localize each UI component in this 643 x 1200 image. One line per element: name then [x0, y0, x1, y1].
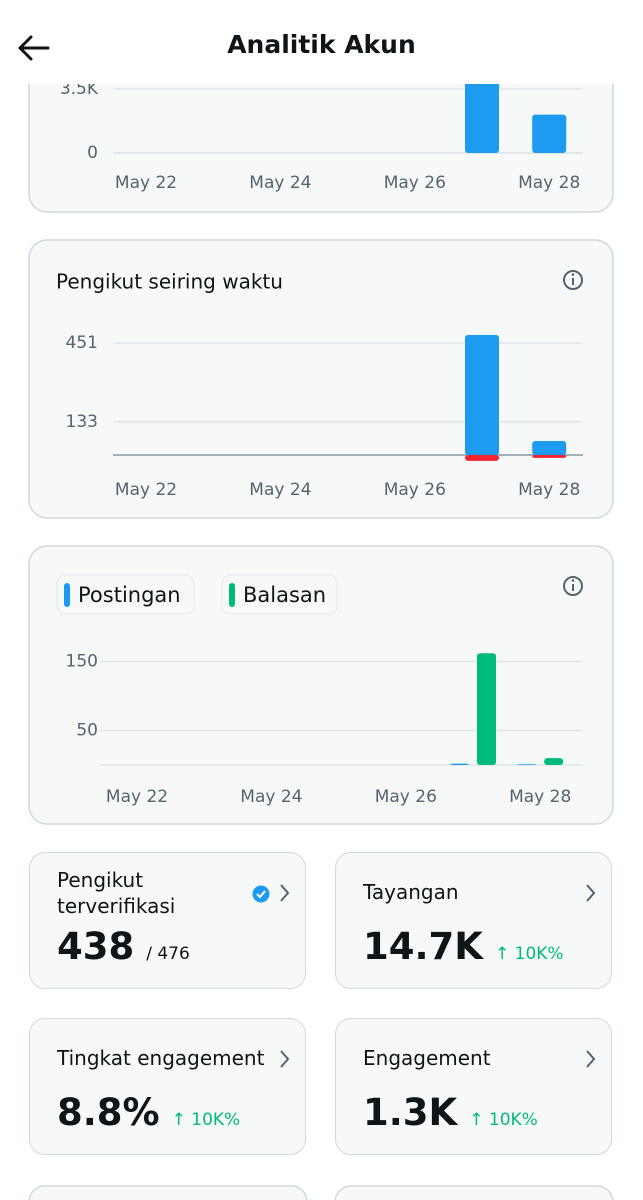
- x-tick-label: May 26: [384, 480, 446, 500]
- bar: [517, 764, 537, 765]
- chart-title: Pengikut seiring waktu: [56, 270, 283, 294]
- bar: [532, 454, 567, 458]
- chevron: [280, 884, 290, 902]
- card-label: Engagement: [363, 1046, 491, 1070]
- card-value-row: 1.3K ↑ 10K%: [363, 1091, 538, 1142]
- bar: [450, 763, 469, 765]
- bar: [465, 454, 499, 461]
- card-value-row: 8.8% ↑ 10K%: [57, 1091, 240, 1142]
- card-label: Tayangan: [363, 880, 459, 904]
- header: Analitik Akun: [0, 0, 643, 84]
- legend-pill[interactable]: [56, 574, 195, 615]
- stat-card[interactable]: Tayangan 14.7K ↑ 10K%: [335, 852, 612, 989]
- y-tick-label: 3.5K: [60, 79, 99, 99]
- card-change: ↑ 10K%: [469, 1110, 538, 1130]
- card-total: / 476: [146, 944, 190, 964]
- card-change: ↑ 10K%: [494, 944, 564, 964]
- card-label: Tingkat engagement: [57, 1046, 265, 1070]
- bar: [532, 441, 567, 455]
- stat-card[interactable]: Tingkat engagement 8.8% ↑ 10K%: [29, 1018, 306, 1155]
- bar: [465, 70, 499, 153]
- card-value-row: 438 / 476: [57, 925, 190, 976]
- bar: [544, 758, 564, 765]
- legend-pill[interactable]: [221, 574, 338, 615]
- card-change-value: 10K%: [191, 1110, 241, 1130]
- x-tick-label: May 24: [240, 787, 302, 807]
- y-tick-label: 150: [66, 652, 98, 672]
- legend-swatch: [229, 583, 235, 607]
- back-button[interactable]: [14, 28, 54, 68]
- x-tick-label: May 22: [115, 480, 177, 500]
- y-tick-label: 0: [87, 143, 98, 163]
- card: [28, 1185, 308, 1200]
- x-tick-label: May 28: [509, 787, 571, 807]
- card-value: 438: [57, 925, 135, 968]
- chevron: [280, 1050, 290, 1068]
- card: [334, 1185, 614, 1200]
- chart-card: [28, 545, 614, 825]
- x-tick-label: May 22: [106, 787, 168, 807]
- y-tick-label: 451: [66, 333, 98, 353]
- chevron: [586, 1050, 596, 1068]
- x-tick-label: May 24: [249, 173, 311, 193]
- legend-swatch: [64, 583, 70, 607]
- stat-card[interactable]: Pengikut terverifikasi 438 / 476: [29, 852, 306, 989]
- header-title: Analitik Akun: [227, 30, 416, 59]
- bar: [477, 653, 496, 765]
- verified-badge: [252, 885, 270, 903]
- legend-label: Balasan: [243, 583, 326, 607]
- card-value-row: 14.7K ↑ 10K%: [363, 925, 564, 976]
- card-change-value: 10K%: [514, 944, 564, 964]
- x-tick-label: May 26: [384, 173, 446, 193]
- card-change: ↑ 10K%: [171, 1110, 241, 1130]
- chevron: [586, 884, 596, 902]
- x-tick-label: May 26: [375, 787, 437, 807]
- x-tick-label: May 22: [115, 173, 177, 193]
- card-change-value: 10K%: [488, 1110, 538, 1130]
- legend-label: Postingan: [78, 583, 181, 607]
- x-tick-label: May 28: [518, 173, 580, 193]
- bar: [465, 335, 499, 455]
- info-icon[interactable]: [563, 270, 583, 290]
- stat-card[interactable]: Engagement 1.3K ↑ 10K%: [335, 1018, 612, 1155]
- y-tick-label: 50: [76, 721, 98, 741]
- x-tick-label: May 28: [518, 480, 580, 500]
- x-tick-label: May 24: [249, 480, 311, 500]
- bar: [532, 114, 567, 153]
- info-icon[interactable]: [563, 576, 583, 596]
- card-value: 8.8%: [57, 1091, 160, 1134]
- card-value: 14.7K: [363, 925, 483, 968]
- card-value: 1.3K: [363, 1091, 458, 1134]
- y-tick-label: 133: [66, 412, 98, 432]
- card-label: Pengikut terverifikasi: [57, 868, 176, 918]
